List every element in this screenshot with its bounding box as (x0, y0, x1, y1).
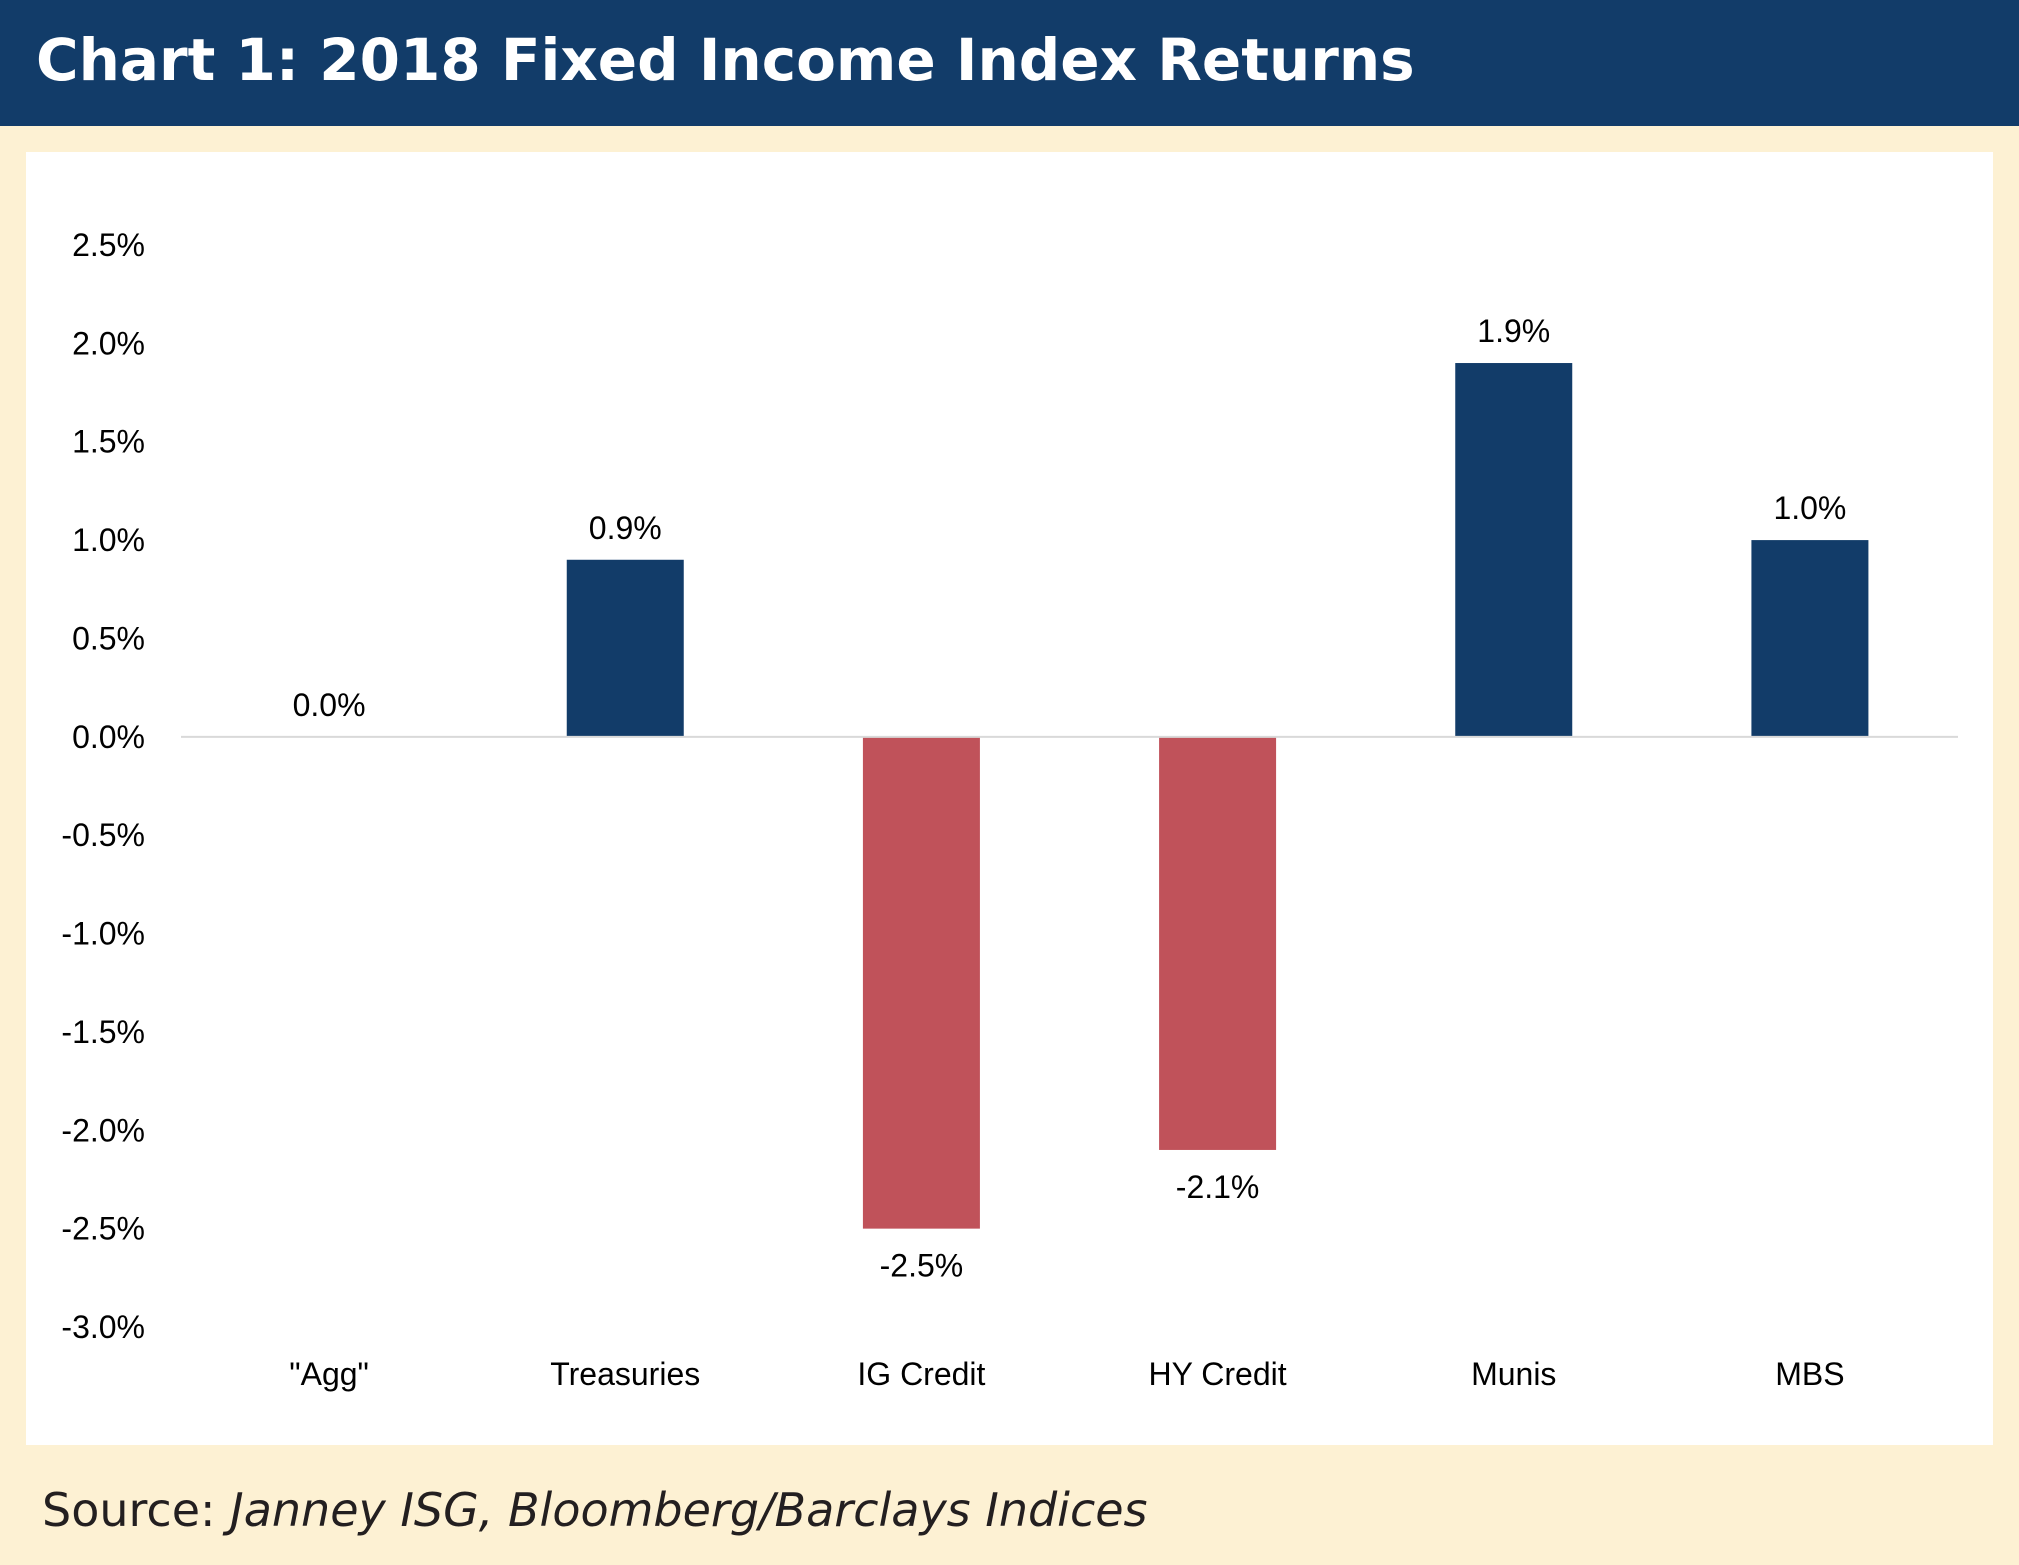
y-tick-label: -1.0% (61, 916, 145, 952)
y-tick-label: 1.5% (72, 424, 145, 460)
y-tick-label: 2.0% (72, 325, 145, 361)
x-category-label: Munis (1471, 1356, 1556, 1392)
bar (566, 559, 684, 737)
data-label: 1.9% (1477, 313, 1550, 349)
bar (1455, 363, 1573, 737)
x-category-label: IG Credit (857, 1356, 985, 1392)
y-tick-label: -1.5% (61, 1014, 145, 1050)
data-label: 0.9% (589, 510, 662, 546)
bar-chart: 2.5% 2.0% 1.5% 1.0% 0.5% 0.0% -0.5% -1.0% -1.5% -… (61, 227, 1958, 1392)
x-category-label: HY Credit (1149, 1356, 1287, 1392)
y-tick-label: 0.0% (72, 719, 145, 755)
y-tick-label: 2.5% (72, 227, 145, 263)
x-category-label: "Agg" (289, 1356, 369, 1392)
source-detail: Janney ISG, Bloomberg/Barclays Indices (230, 1483, 1148, 1537)
bar (1751, 540, 1869, 737)
data-label: -2.1% (1176, 1169, 1260, 1205)
y-tick-label: -3.0% (61, 1309, 145, 1345)
x-category-label: Treasuries (550, 1356, 700, 1392)
y-tick-label: 1.0% (72, 522, 145, 558)
y-tick-label: 0.5% (72, 620, 145, 656)
bar (1159, 736, 1277, 1150)
y-tick-label: -0.5% (61, 817, 145, 853)
plot-panel: 2.5% 2.0% 1.5% 1.0% 0.5% 0.0% -0.5% -1.0% -1.5% -… (26, 152, 1993, 1445)
chart-title: Chart 1: 2018 Fixed Income Index Returns (36, 26, 1415, 94)
source-note: Source: Janney ISG, Bloomberg/Barclays I… (42, 1480, 1148, 1540)
data-label: 0.0% (293, 687, 366, 723)
y-tick-label: -2.0% (61, 1112, 145, 1148)
source-label: Source: (42, 1483, 216, 1537)
bar (862, 736, 980, 1229)
data-label: 1.0% (1773, 490, 1846, 526)
data-label: -2.5% (880, 1248, 964, 1284)
chart-header-bar: Chart 1: 2018 Fixed Income Index Returns (0, 0, 2019, 126)
x-category-label: MBS (1775, 1356, 1844, 1392)
y-tick-label: -2.5% (61, 1211, 145, 1247)
